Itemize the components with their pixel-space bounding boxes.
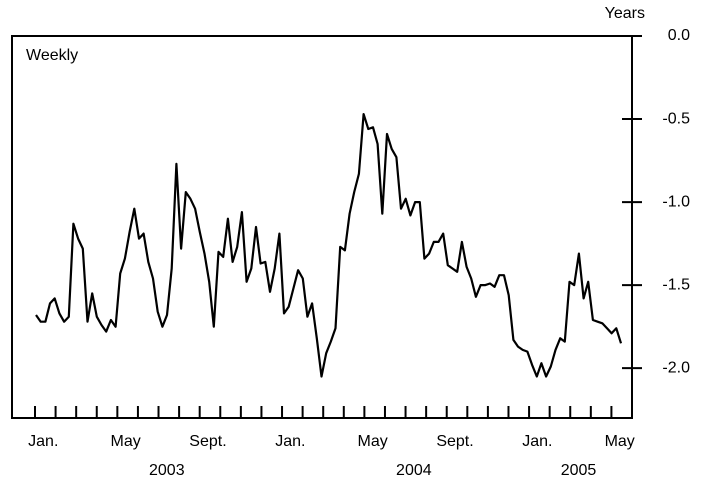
year-label: 2003 <box>149 462 185 479</box>
x-tick-label: May <box>605 433 635 450</box>
y-tick-label: 0.0 <box>668 27 690 44</box>
year-label: 2004 <box>396 462 432 479</box>
x-tick-label: Sept. <box>436 433 473 450</box>
x-tick-label: Sept. <box>189 433 226 450</box>
year-label: 2005 <box>561 462 597 479</box>
plot-frame <box>11 35 633 419</box>
x-tick-label: Jan. <box>275 433 305 450</box>
data-line <box>35 113 623 378</box>
x-tick-label: Jan. <box>522 433 552 450</box>
x-tick-label: May <box>358 433 388 450</box>
x-tick-label: May <box>111 433 141 450</box>
y-axis-label: Years <box>605 5 645 22</box>
y-tick-label: -0.5 <box>662 110 690 127</box>
annotation: Weekly <box>26 47 78 64</box>
y-tick-label: -1.5 <box>662 276 690 293</box>
y-tick-label: -1.0 <box>662 193 690 210</box>
x-tick-label: Jan. <box>28 433 58 450</box>
y-tick-label: -2.0 <box>662 359 690 376</box>
